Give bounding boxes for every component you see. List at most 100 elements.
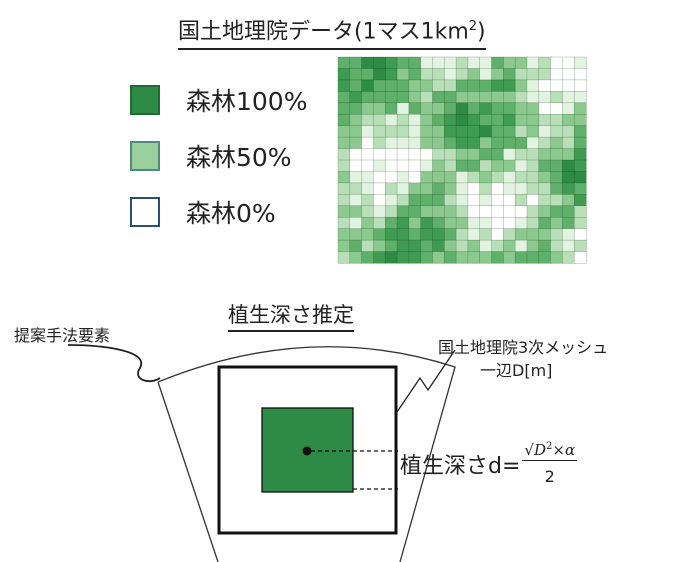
map-cell [467, 125, 481, 138]
map-cell [514, 56, 528, 69]
map-cell [562, 56, 575, 69]
map-cell [526, 102, 540, 115]
vegetation-depth-title: 植生深さ推定 [228, 301, 354, 332]
map-cell [514, 205, 528, 218]
map-cell [337, 228, 351, 241]
map-cell [384, 125, 398, 138]
map-cell [503, 205, 516, 218]
map-cell [408, 228, 422, 241]
map-cell [538, 216, 552, 230]
map-cell [491, 68, 504, 81]
map-cell [455, 251, 469, 264]
map-cell [503, 182, 516, 195]
map-cell [503, 228, 516, 241]
map-cell [396, 148, 410, 161]
map-cell [491, 205, 504, 218]
map-cell [562, 194, 575, 207]
map-cell [361, 239, 374, 253]
map-data-title: 国土地理院データ(1マス1km2) [178, 12, 486, 51]
map-cell [408, 182, 422, 195]
map-cell [573, 182, 587, 195]
map-cell [503, 56, 516, 69]
map-cell [337, 79, 351, 92]
map-cell [408, 68, 422, 81]
forest-coverage-map [337, 56, 587, 264]
map-cell [514, 251, 528, 264]
map-cell [526, 239, 540, 253]
map-cell [432, 79, 445, 92]
map-cell [420, 216, 434, 230]
map-cell [384, 228, 398, 241]
map-cell [408, 251, 422, 264]
mesh-leader-line [396, 349, 456, 413]
map-cell [373, 171, 386, 184]
map-cell [526, 205, 540, 218]
map-cell [491, 159, 504, 172]
map-cell [432, 216, 445, 230]
map-cell [361, 216, 374, 230]
map-cell [550, 228, 563, 241]
map-cell [444, 182, 457, 195]
map-cell [503, 102, 516, 115]
map-cell [538, 102, 552, 115]
map-cell [349, 251, 363, 264]
map-cell [573, 136, 587, 150]
map-cell [562, 79, 575, 92]
map-cell [408, 56, 422, 69]
map-cell [337, 251, 351, 264]
map-cell [384, 79, 398, 92]
map-cell [337, 56, 351, 69]
map-cell [467, 182, 481, 195]
map-cell [337, 136, 351, 150]
map-cell [503, 159, 516, 172]
formula-prefix: 植生深さd= [400, 453, 521, 479]
depth-formula: 植生深さd= √D2×α 2 [400, 441, 578, 486]
map-cell [526, 136, 540, 150]
map-cell [420, 113, 434, 127]
map-cell [479, 159, 493, 172]
map-cell [444, 251, 457, 264]
map-cell [444, 102, 457, 115]
map-cell [349, 68, 363, 81]
map-cell [491, 113, 504, 127]
map-cell [479, 56, 493, 69]
map-cell [408, 79, 422, 92]
map-cell [384, 159, 398, 172]
mesh-label-line1: 国土地理院3次メッシュ [438, 338, 609, 357]
map-cell [514, 102, 528, 115]
map-cell [432, 125, 445, 138]
map-cell [538, 159, 552, 172]
map-cell [538, 136, 552, 150]
map-cell [573, 68, 587, 81]
map-cell [420, 148, 434, 161]
map-cell [479, 148, 493, 161]
legend-label: 森林50% [186, 143, 292, 172]
map-cell [444, 159, 457, 172]
map-cell [526, 91, 540, 104]
map-cell [550, 91, 563, 104]
map-cell [373, 68, 386, 81]
map-cell [396, 79, 410, 92]
map-cell [503, 239, 516, 253]
map-cell [562, 205, 575, 218]
map-cell [361, 136, 374, 150]
map-cell [373, 113, 386, 127]
map-cell [455, 56, 469, 69]
map-cell [491, 182, 504, 195]
map-cell [526, 182, 540, 195]
map-cell [573, 228, 587, 241]
map-cell [562, 228, 575, 241]
map-cell [479, 91, 493, 104]
map-cell [491, 136, 504, 150]
map-cell [503, 125, 516, 138]
map-cell [408, 171, 422, 184]
map-cell [432, 251, 445, 264]
map-cell [420, 91, 434, 104]
map-cell [514, 136, 528, 150]
map-cell [538, 194, 552, 207]
map-cell [373, 182, 386, 195]
map-cell [432, 113, 445, 127]
map-cell [479, 239, 493, 253]
legend-item-forest-100: 森林100% [130, 82, 307, 118]
